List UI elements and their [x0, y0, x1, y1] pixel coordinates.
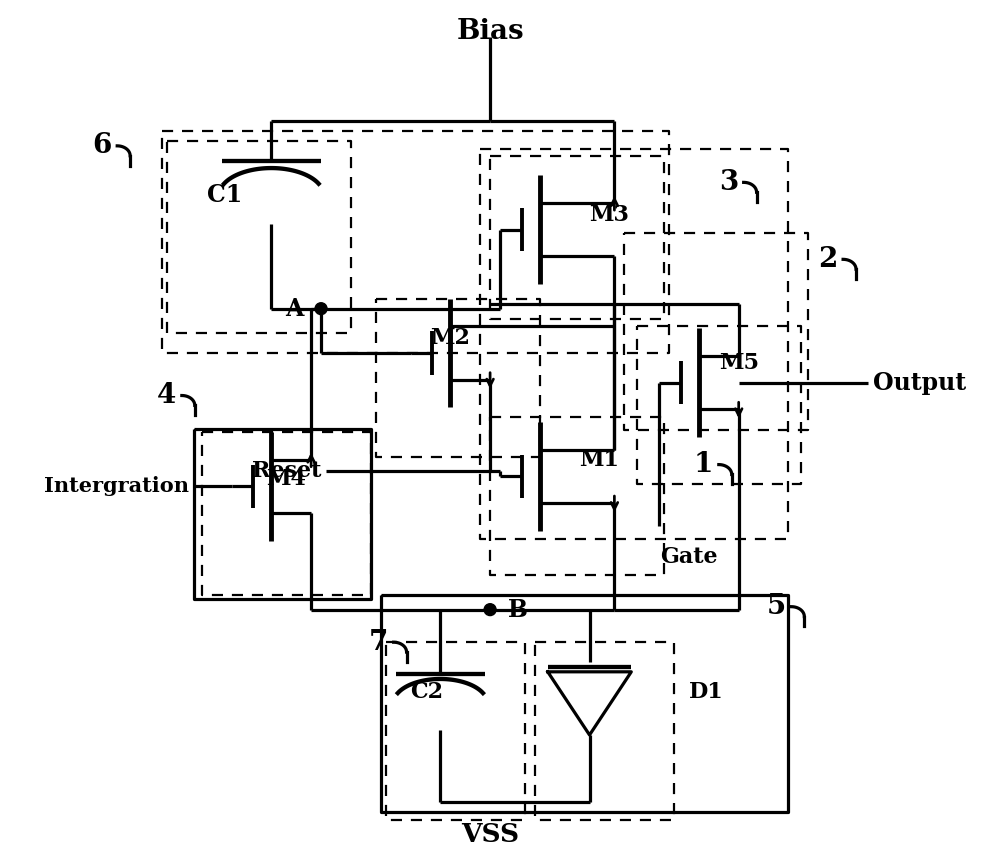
Text: M4: M4 — [266, 469, 306, 491]
Text: 2: 2 — [818, 246, 838, 273]
Text: 6: 6 — [92, 133, 112, 159]
Text: 7: 7 — [369, 628, 388, 656]
Text: M1: M1 — [580, 449, 620, 470]
Text: M3: M3 — [590, 204, 629, 226]
Text: M2: M2 — [430, 327, 470, 350]
Text: D1: D1 — [689, 681, 724, 703]
Text: Reset: Reset — [252, 461, 321, 482]
Text: Intergration: Intergration — [44, 476, 189, 496]
Text: Output: Output — [873, 371, 966, 395]
Text: A: A — [285, 297, 303, 321]
Text: B: B — [508, 598, 528, 622]
Text: Bias: Bias — [456, 18, 524, 44]
Text: M5: M5 — [719, 352, 759, 374]
Text: C1: C1 — [207, 183, 242, 207]
Circle shape — [315, 303, 327, 315]
Circle shape — [484, 604, 496, 616]
Text: C2: C2 — [411, 681, 444, 703]
Text: 1: 1 — [694, 451, 713, 478]
Text: 3: 3 — [719, 169, 738, 196]
Text: 4: 4 — [157, 382, 176, 409]
Text: Gate: Gate — [660, 545, 718, 568]
Text: VSS: VSS — [461, 822, 519, 846]
Text: 5: 5 — [767, 593, 786, 620]
